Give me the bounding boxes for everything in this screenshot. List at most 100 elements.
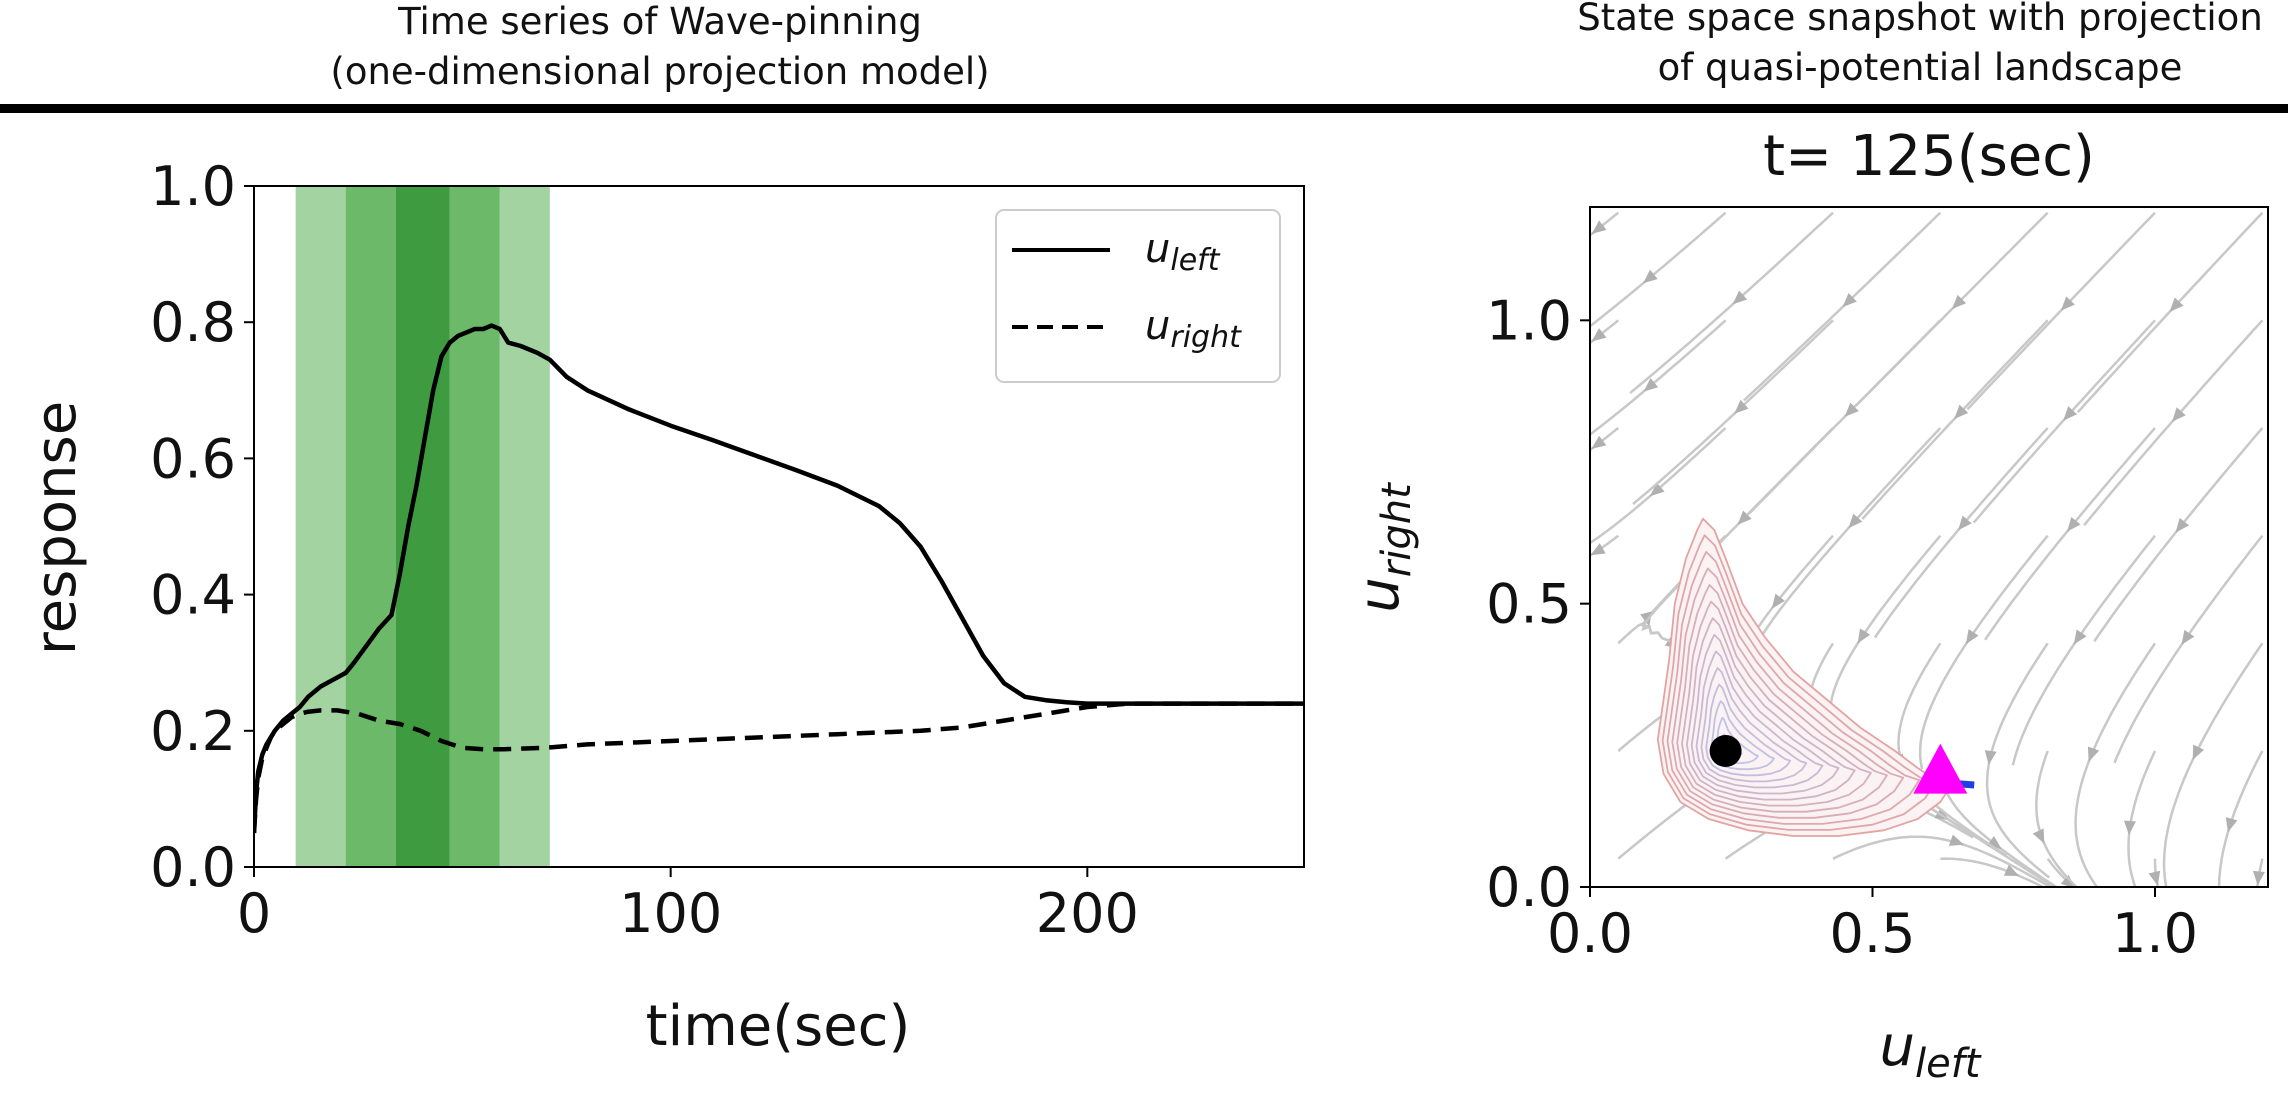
streamline-arrow xyxy=(2060,874,2076,887)
streamline-arrow xyxy=(1732,290,1748,305)
streamline xyxy=(2256,858,2264,887)
streamline-arrow xyxy=(1771,593,1786,609)
y-tick-label: 0.0 xyxy=(1486,856,1572,919)
left-header-line1: Time series of Wave-pinning xyxy=(397,0,922,43)
streamline xyxy=(2217,750,2264,887)
series-lines xyxy=(254,323,1304,834)
streamline xyxy=(2046,857,2076,887)
streamline xyxy=(2074,642,2157,887)
streamline xyxy=(1762,427,1942,635)
contour-level xyxy=(1671,567,1905,819)
streamline-arrow xyxy=(1948,834,1965,846)
right-x-ticks: 0.0 0.5 1.0 xyxy=(1547,887,2198,965)
left-axes-frame xyxy=(253,185,1305,868)
stimulus-band-4 xyxy=(499,186,550,867)
streamline-arrow xyxy=(1591,220,1607,234)
header-divider xyxy=(0,104,2288,113)
x-tick-label: 100 xyxy=(619,882,722,945)
streamline-arrow xyxy=(1643,269,1658,284)
streamline xyxy=(1743,211,1942,402)
contour-level xyxy=(1705,683,1792,777)
contour-level xyxy=(1690,633,1840,795)
state-markers xyxy=(1709,735,1975,794)
contour-level xyxy=(1666,551,1921,825)
contour-level xyxy=(1695,650,1824,789)
contour-level xyxy=(1661,534,1937,831)
contour-level xyxy=(1700,667,1808,783)
streamline xyxy=(1861,319,2049,520)
streamline xyxy=(2011,534,2156,766)
streamline xyxy=(1966,211,2156,411)
streamline-arrow xyxy=(2148,870,2161,886)
legend-label-u-left: uleft xyxy=(1145,226,1221,278)
current-state-marker xyxy=(1913,743,1968,794)
time-series-plot: 0.0 0.2 0.4 0.6 0.8 1.0 0 100 200 time(sec) res… xyxy=(24,155,1305,1059)
stimulus-band-3 xyxy=(449,186,500,867)
streamline xyxy=(1985,642,2051,879)
left-x-axis-label: time(sec) xyxy=(646,994,911,1059)
streamline xyxy=(2083,319,2264,527)
streamline xyxy=(1984,427,2156,641)
streamline xyxy=(2113,534,2264,764)
legend: uleft uright xyxy=(995,209,1281,383)
streamline-arrow xyxy=(2073,629,2087,645)
series-line-u-right xyxy=(254,701,1304,834)
streamline-arrow xyxy=(2225,817,2238,833)
streamline-arrow xyxy=(1590,543,1606,556)
streamline-arrow xyxy=(1737,510,1752,525)
stimulus-bands xyxy=(295,186,550,867)
contour-level xyxy=(1676,584,1888,813)
streamline xyxy=(1590,211,1727,328)
streamline xyxy=(1632,319,1834,505)
streamline-arrow xyxy=(1848,513,1863,529)
x-tick-label: 200 xyxy=(1036,882,1139,945)
right-header-line1: State space snapshot with projection xyxy=(1577,0,2263,39)
streamline xyxy=(1590,211,1620,237)
y-tick-label: 0.8 xyxy=(150,291,236,354)
streamline xyxy=(1590,534,1620,557)
x-tick-label: 0.5 xyxy=(1830,902,1916,965)
streamline-arrow xyxy=(2060,296,2075,311)
streamline-arrow xyxy=(2181,629,2195,645)
streamline-arrow xyxy=(1591,435,1607,449)
left-x-ticks: 0 100 200 xyxy=(237,867,1139,945)
stable-state-marker xyxy=(1709,735,1742,767)
streamline-arrow xyxy=(1965,629,1979,645)
streamline-arrow xyxy=(2123,820,2136,835)
right-y-axis-label: uright xyxy=(1347,482,1420,613)
legend-label-u-right: uright xyxy=(1145,303,1242,355)
streamline-arrow xyxy=(1842,292,1857,307)
streamline xyxy=(1590,319,1620,345)
stimulus-band-0 xyxy=(295,186,346,867)
streamline xyxy=(1855,211,2049,407)
right-axes-frame xyxy=(1589,206,2269,888)
y-tick-label: 1.0 xyxy=(150,155,236,218)
streamline-arrow xyxy=(2175,517,2190,533)
state-space-plot: 0.0 0.5 1.0 0.0 0.5 1.0 t= 125(sec) uleft ur… xyxy=(1347,124,2269,1087)
contour-level xyxy=(1686,617,1856,801)
streamline-arrow xyxy=(1844,402,1859,417)
right-header-line2: of quasi-potential landscape xyxy=(1658,46,2183,89)
streamline xyxy=(2076,211,2264,413)
y-tick-label: 0.5 xyxy=(1486,573,1572,636)
streamline xyxy=(1873,427,2049,639)
right-x-axis-label: uleft xyxy=(1880,1014,1982,1087)
stimulus-band-2 xyxy=(395,186,450,867)
streamline xyxy=(2093,427,2264,643)
x-tick-label: 0 xyxy=(237,882,271,945)
y-tick-label: 0.2 xyxy=(150,700,236,763)
streamline xyxy=(1972,319,2156,524)
streamline-arrow xyxy=(1591,328,1607,342)
x-tick-label: 0.0 xyxy=(1547,902,1633,965)
streamline-arrow xyxy=(1734,399,1749,414)
left-y-ticks: 0.0 0.2 0.4 0.6 0.8 1.0 xyxy=(150,155,254,899)
x-tick-label: 1.0 xyxy=(2112,902,2198,965)
right-plot-title: t= 125(sec) xyxy=(1763,124,2095,189)
left-y-axis-label: response xyxy=(24,401,89,655)
streamline-arrow xyxy=(2169,297,2184,312)
streamline xyxy=(1832,835,2053,887)
contour-level xyxy=(1681,600,1872,807)
streamline xyxy=(1590,319,1727,437)
stimulus-band-1 xyxy=(345,186,396,867)
streamline xyxy=(2162,642,2264,887)
